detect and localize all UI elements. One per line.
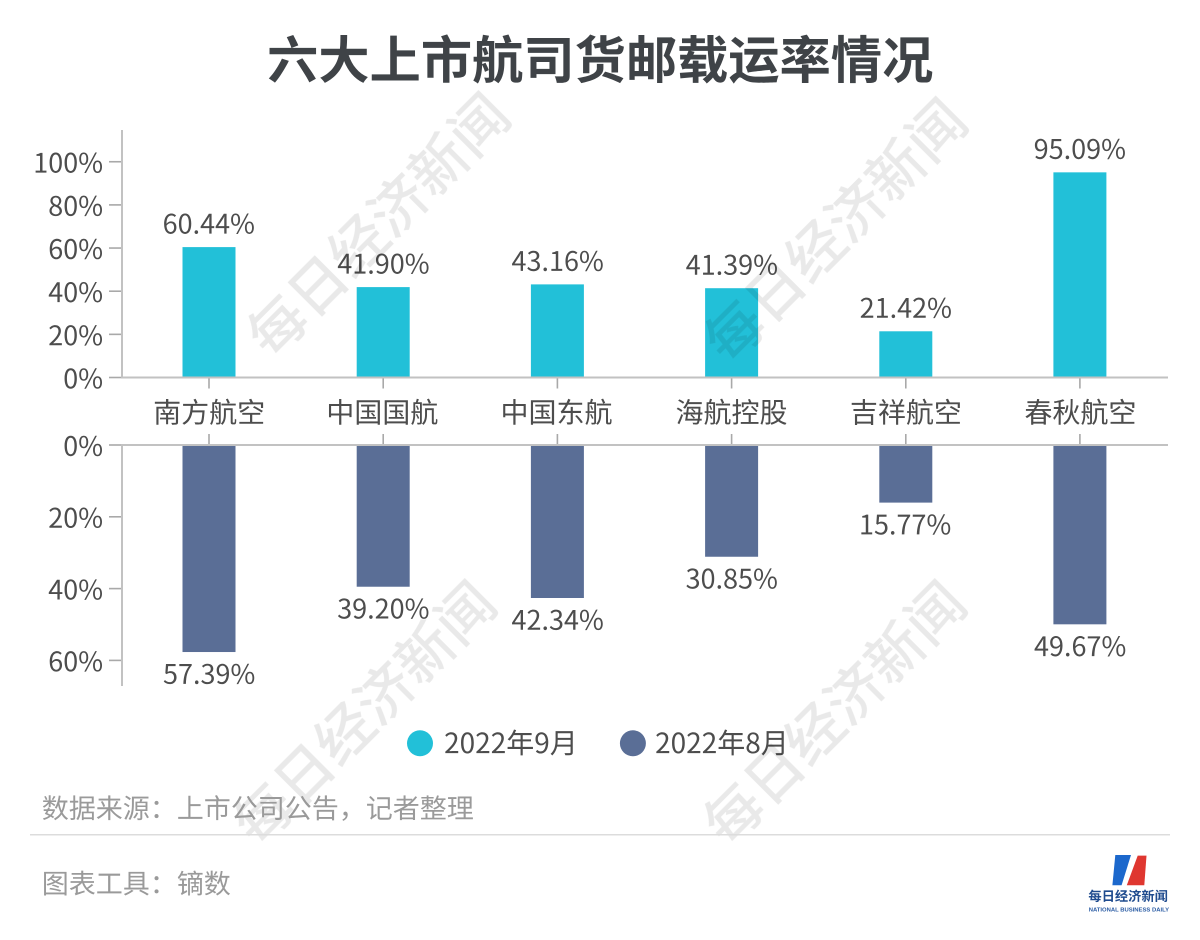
svg-text:NATIONAL BUSINESS DAILY: NATIONAL BUSINESS DAILY: [1089, 908, 1169, 914]
